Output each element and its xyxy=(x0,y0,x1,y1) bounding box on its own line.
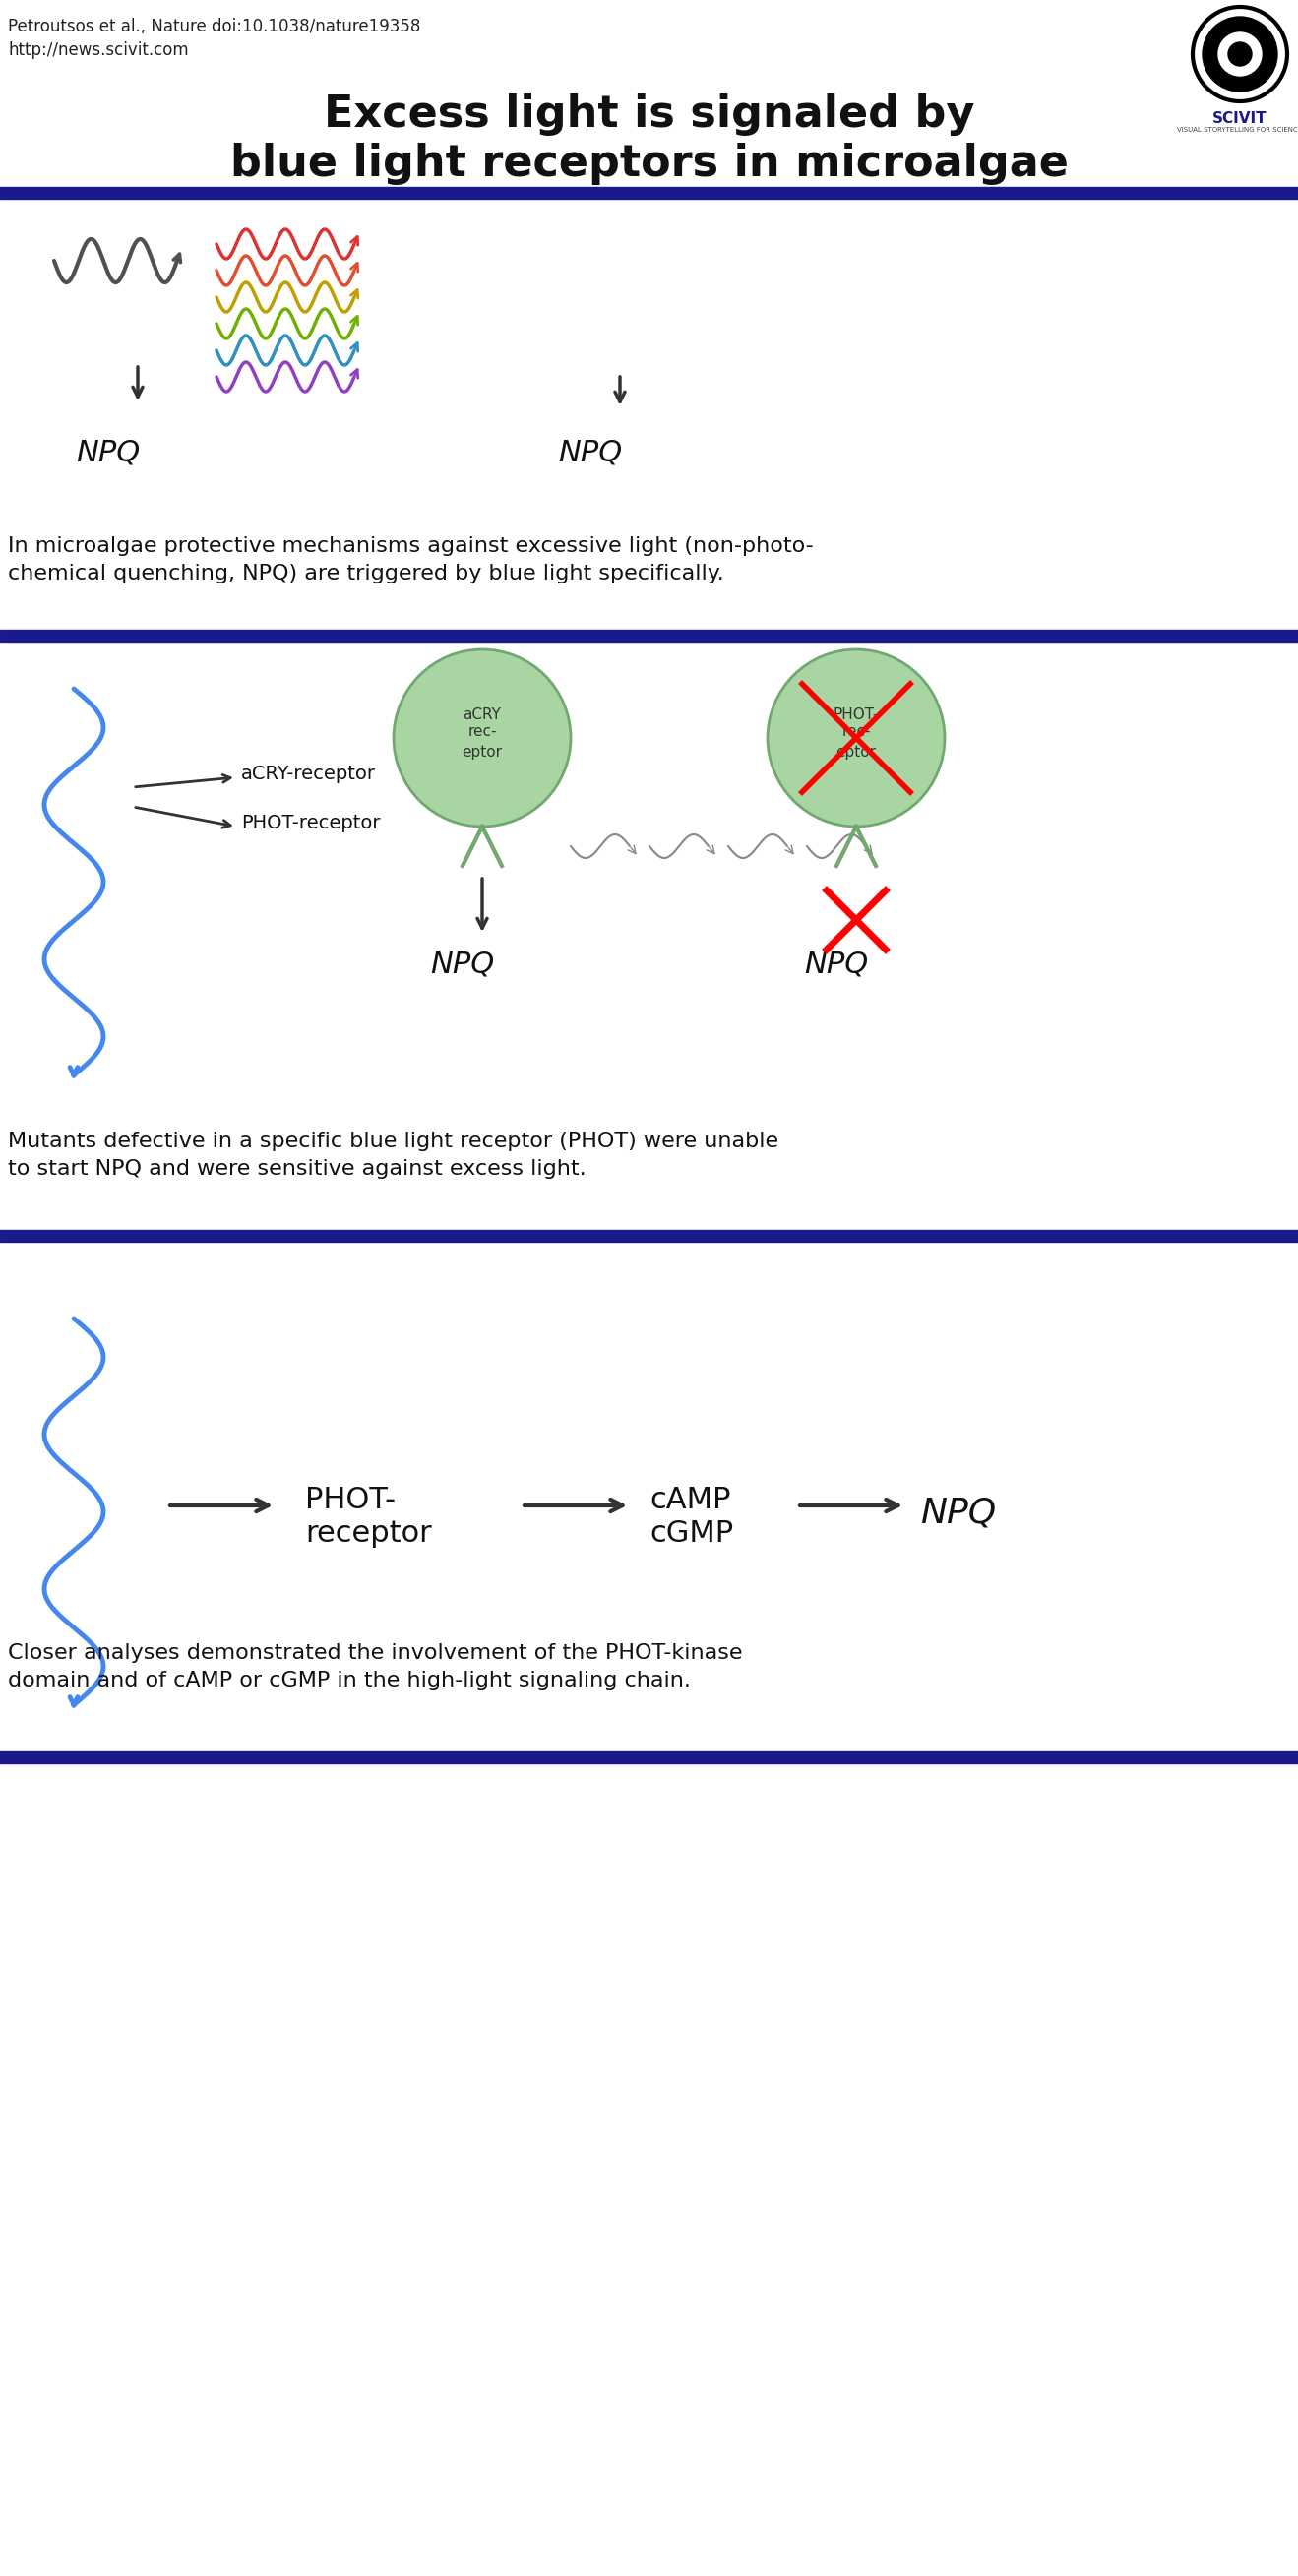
Text: SCIVIT: SCIVIT xyxy=(1212,111,1267,126)
Text: eptor: eptor xyxy=(836,744,876,760)
Circle shape xyxy=(767,649,945,827)
Text: In microalgae protective mechanisms against excessive light (non-photo-
chemical: In microalgae protective mechanisms agai… xyxy=(8,536,814,585)
Text: PHOT-receptor: PHOT-receptor xyxy=(241,814,380,832)
Text: NPQ: NPQ xyxy=(431,951,495,979)
Text: blue light receptors in microalgae: blue light receptors in microalgae xyxy=(230,142,1068,185)
Circle shape xyxy=(1219,33,1262,75)
Text: PHOT-
receptor: PHOT- receptor xyxy=(305,1486,432,1548)
Circle shape xyxy=(1202,15,1277,93)
Bar xyxy=(0,1752,1298,1762)
Text: aCRY-receptor: aCRY-receptor xyxy=(241,765,376,783)
Text: Mutants defective in a specific blue light receptor (PHOT) were unable
to start : Mutants defective in a specific blue lig… xyxy=(8,1131,779,1180)
Text: NPQ: NPQ xyxy=(77,438,140,466)
Text: Petroutsos et al., Nature doi:10.1038/nature19358: Petroutsos et al., Nature doi:10.1038/na… xyxy=(8,18,421,36)
Bar xyxy=(0,188,1298,198)
Text: eptor: eptor xyxy=(462,744,502,760)
Text: NPQ: NPQ xyxy=(558,438,623,466)
Text: NPQ: NPQ xyxy=(805,951,868,979)
Text: cAMP
cGMP: cAMP cGMP xyxy=(649,1486,733,1548)
Circle shape xyxy=(393,649,571,827)
Text: Excess light is signaled by: Excess light is signaled by xyxy=(324,93,975,137)
Text: NPQ: NPQ xyxy=(920,1497,996,1530)
Bar xyxy=(0,629,1298,641)
Text: Closer analyses demonstrated the involvement of the PHOT-kinase
domain and of cA: Closer analyses demonstrated the involve… xyxy=(8,1643,742,1690)
Bar xyxy=(0,1229,1298,1242)
Text: PHOT-
rec-: PHOT- rec- xyxy=(833,708,879,739)
Circle shape xyxy=(1228,41,1251,67)
Text: aCRY
rec-: aCRY rec- xyxy=(463,708,501,739)
Text: http://news.scivit.com: http://news.scivit.com xyxy=(8,41,188,59)
Text: VISUAL STORYTELLING FOR SCIENCE: VISUAL STORYTELLING FOR SCIENCE xyxy=(1177,126,1298,134)
